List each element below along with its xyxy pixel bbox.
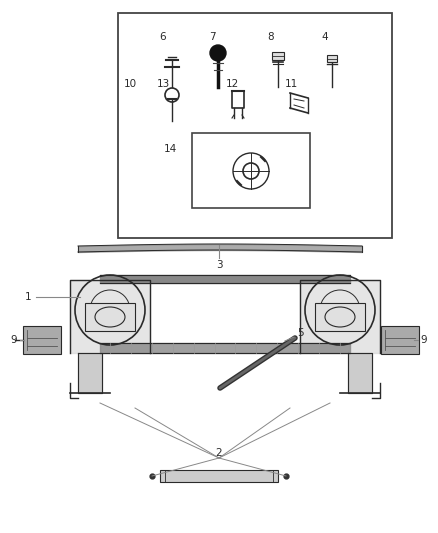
Text: 5: 5: [297, 328, 303, 338]
Text: 10: 10: [124, 79, 137, 89]
Text: 13: 13: [156, 79, 170, 89]
Bar: [327, 55, 337, 62]
Bar: [315, 303, 365, 331]
Bar: [381, 326, 419, 354]
Text: 3: 3: [215, 260, 223, 270]
Text: 12: 12: [226, 79, 239, 89]
Bar: [85, 303, 135, 331]
Text: 2: 2: [215, 448, 223, 458]
Circle shape: [210, 45, 226, 61]
Text: 9: 9: [420, 335, 427, 345]
Bar: [272, 52, 284, 60]
Text: 7: 7: [208, 32, 215, 42]
Text: 11: 11: [284, 79, 298, 89]
Bar: [118, 13, 392, 238]
Text: 4: 4: [321, 32, 328, 42]
Text: 9: 9: [11, 335, 18, 345]
Text: 6: 6: [160, 32, 166, 42]
Bar: [160, 470, 278, 482]
Text: 1: 1: [25, 292, 31, 302]
Bar: [192, 133, 310, 208]
Text: 8: 8: [268, 32, 274, 42]
Bar: [23, 326, 61, 354]
Text: 14: 14: [163, 144, 177, 154]
